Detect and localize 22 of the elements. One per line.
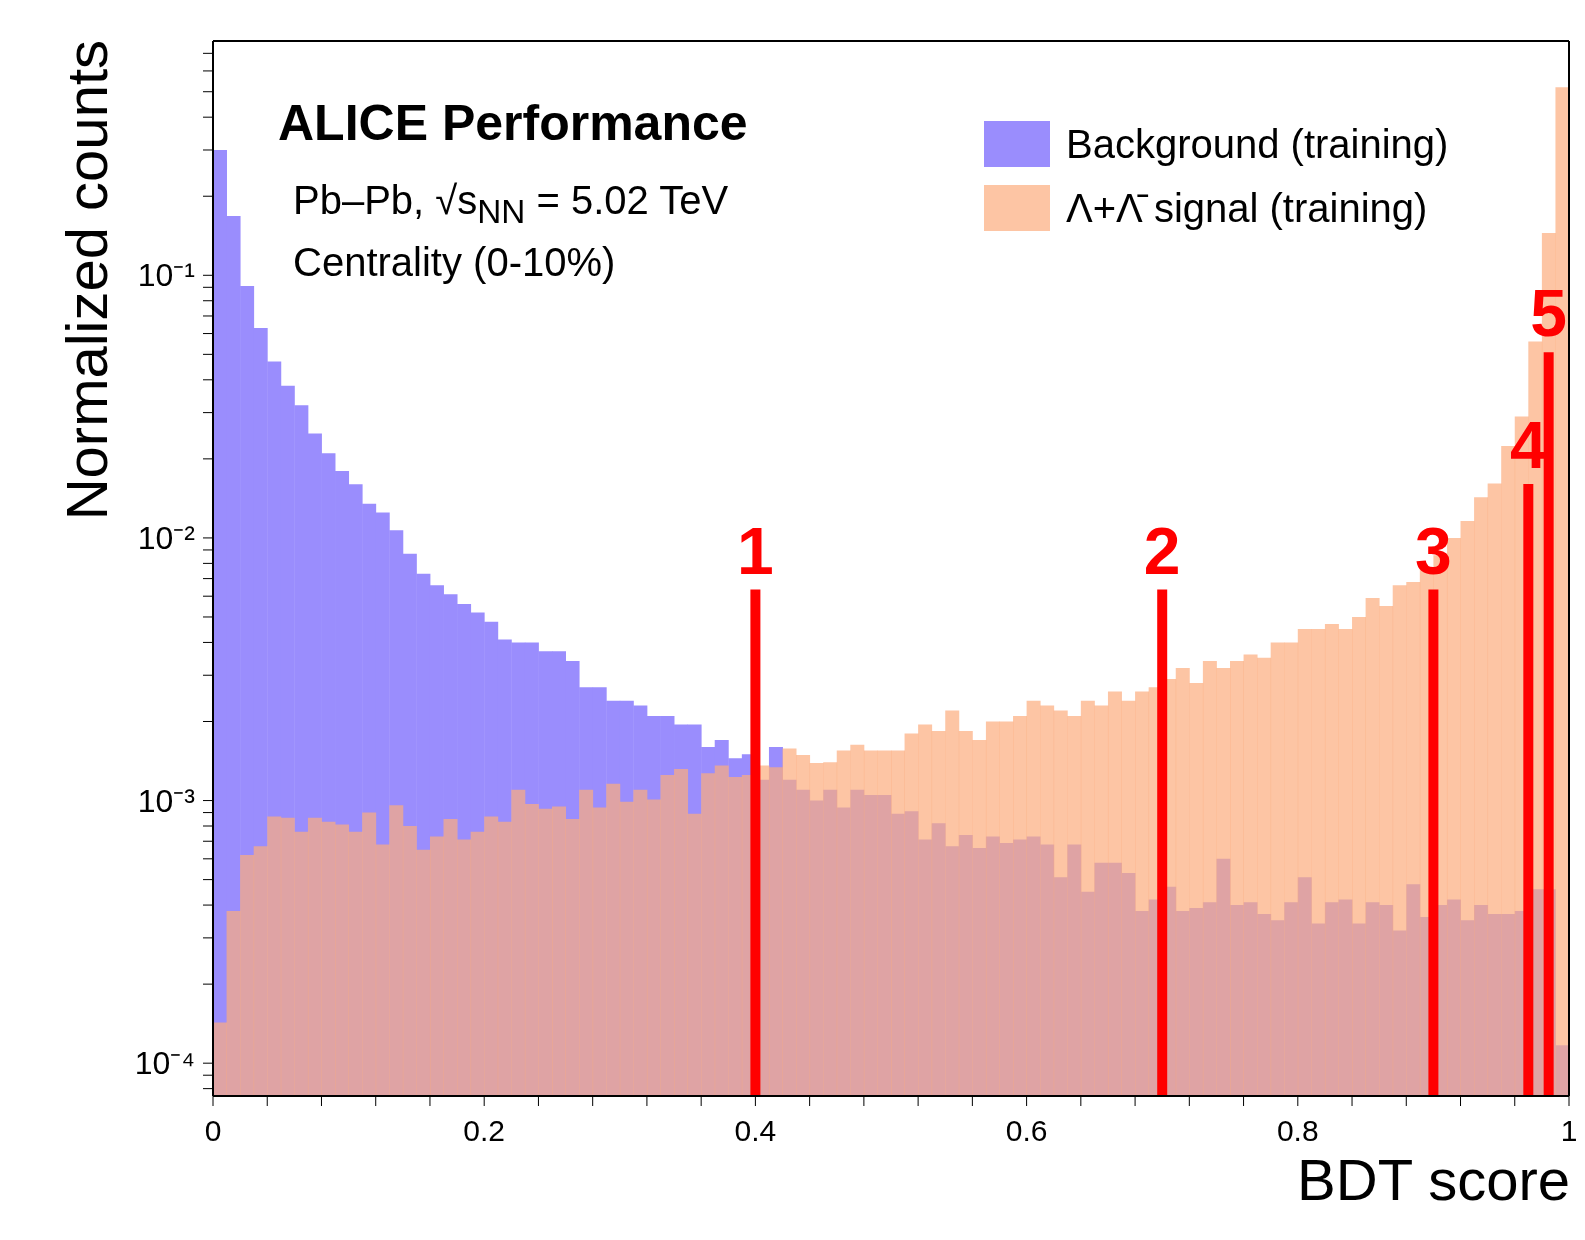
annotation: 2	[1143, 513, 1181, 588]
x-tick-label: 0.6	[1005, 1113, 1048, 1147]
x-tick-label: 0.2	[463, 1113, 506, 1147]
y-tick-label: 10⁻³	[137, 782, 196, 819]
x-tick-label: 0	[204, 1113, 222, 1147]
x-axis-title: BDT score	[1297, 1147, 1570, 1212]
annotation: 3	[1415, 513, 1452, 588]
text: ALICE Performance	[278, 95, 748, 151]
y-tick-label: 10⁻²	[137, 519, 196, 556]
annotation: 5	[1530, 276, 1568, 351]
x-tick-label: 1	[1560, 1113, 1578, 1147]
y-tick-label: 10⁻⁴	[134, 1045, 195, 1082]
legend-label: Background (training)	[1066, 121, 1449, 167]
annotation: Centrality (0-10%)	[293, 240, 616, 284]
annotation: Pb–Pb, √s$_{NN}$ = 5.02 TeV	[293, 178, 729, 231]
annotation: 1	[737, 513, 774, 588]
y-axis-title: Normalized counts	[53, 40, 119, 521]
annotation: 4	[1509, 408, 1547, 483]
x-tick-label: 0.4	[734, 1113, 777, 1147]
legend-label: Λ+Λ̄ signal (training)	[1066, 185, 1428, 231]
y-tick-label: 10⁻¹	[137, 257, 195, 294]
x-tick-label: 0.8	[1276, 1113, 1319, 1147]
